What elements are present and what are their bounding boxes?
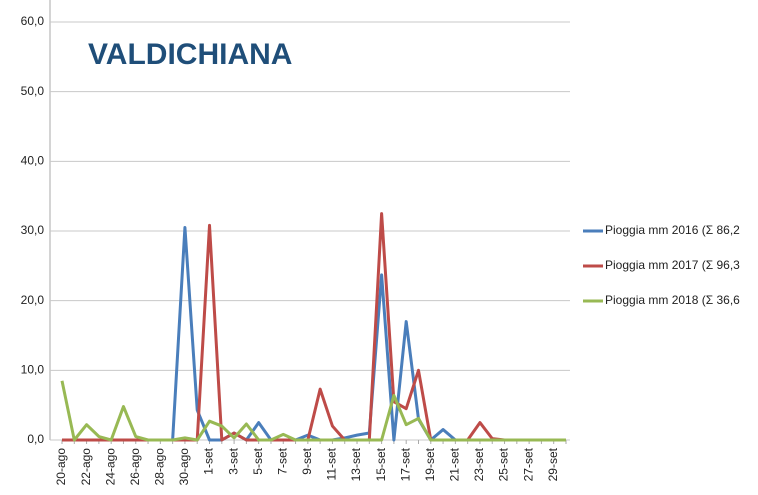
x-tick-label: 24-ago [103, 448, 117, 486]
x-tick-label: 19-set [423, 447, 437, 481]
x-tick-label: 15-set [374, 447, 388, 481]
chart-title: VALDICHIANA [88, 38, 292, 71]
y-tick-label: 60,0 [21, 14, 45, 28]
x-tick-label: 13-set [349, 447, 363, 481]
x-tick-label: 29-set [546, 447, 560, 481]
y-tick-label: 10,0 [21, 363, 45, 377]
x-tick-label: 17-set [398, 447, 412, 481]
x-tick-label: 30-ago [177, 448, 191, 486]
legend-label: Pioggia mm 2016 (Σ 86,2 [605, 223, 740, 237]
y-tick-label: 20,0 [21, 293, 45, 307]
x-tick-label: 5-set [251, 447, 265, 474]
y-tick-label: 30,0 [21, 223, 45, 237]
x-tick-label: 25-set [497, 447, 511, 481]
x-tick-label: 20-ago [54, 448, 68, 486]
y-tick-label: 0,0 [27, 432, 44, 446]
legend-label: Pioggia mm 2018 (Σ 36,6 [605, 293, 740, 307]
x-tick-label: 27-set [521, 447, 535, 481]
x-tick-label: 28-ago [153, 448, 167, 486]
series-line [60, 380, 566, 442]
x-tick-label: 21-set [448, 447, 462, 481]
x-tick-label: 23-set [472, 447, 486, 481]
x-tick-label: 3-set [226, 447, 240, 474]
x-tick-label: 26-ago [128, 448, 142, 486]
x-tick-label: 1-set [202, 447, 216, 474]
x-tick-label: 7-set [275, 447, 289, 474]
x-tick-label: 9-set [300, 447, 314, 474]
x-tick-label: 22-ago [79, 448, 93, 486]
y-tick-label: 40,0 [21, 154, 45, 168]
y-tick-label: 50,0 [21, 84, 45, 98]
x-tick-label: 11-set [325, 447, 339, 480]
legend-label: Pioggia mm 2017 (Σ 96,3 [605, 258, 740, 272]
